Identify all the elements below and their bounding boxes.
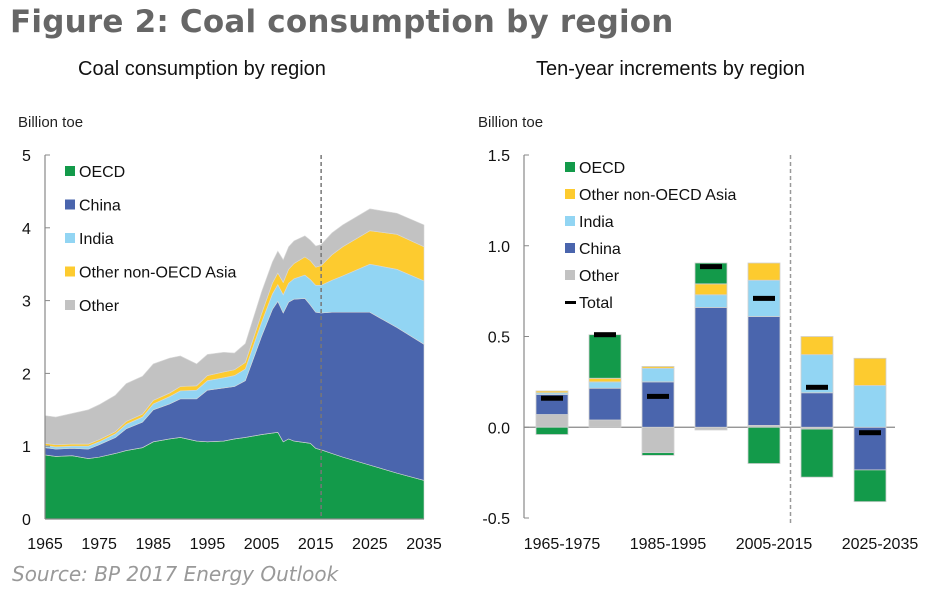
bar-segment-other-non-oecd-asia: [641, 366, 675, 369]
total-marker: [647, 393, 669, 399]
left-y-tick-label: 5: [22, 148, 31, 165]
right-legend-swatch: [565, 301, 576, 304]
bar-segment-india: [694, 294, 728, 308]
left-legend-label: Other: [79, 298, 120, 315]
total-marker: [753, 295, 775, 301]
bar-segment-other: [641, 426, 675, 454]
bar-segment-china: [694, 307, 728, 428]
right-y-tick-label: 0.5: [488, 330, 510, 347]
right-legend-swatch: [565, 162, 575, 172]
source-note: Source: BP 2017 Energy Outlook: [12, 562, 339, 586]
bar-segment-other-non-oecd-asia: [853, 357, 887, 386]
right-x-tick-label: 1965-1975: [524, 536, 601, 553]
left-chart-title: Coal consumption by region: [78, 58, 326, 80]
total-marker: [594, 332, 616, 338]
bar-segment-other-non-oecd-asia: [694, 283, 728, 296]
bar-segment-india: [641, 367, 675, 383]
bar-segment-other: [535, 414, 569, 428]
right-y-axis-unit: Billion toe: [478, 114, 544, 131]
left-legend-label: Other non-OECD Asia: [79, 265, 237, 282]
left-y-tick-label: 3: [22, 294, 31, 311]
left-area-layers: [44, 208, 425, 520]
right-legend-label: Total: [579, 295, 613, 312]
left-legend-swatch: [65, 199, 75, 210]
right-x-tick-label: 1985-1995: [630, 536, 707, 553]
bar-segment-oecd: [800, 428, 834, 478]
area-other: [44, 208, 425, 446]
right-legend-swatch: [565, 243, 575, 253]
left-x-tick-label: 1995: [190, 536, 226, 553]
left-x-tick-label: 1985: [135, 536, 171, 553]
bar-segment-india: [853, 385, 887, 428]
left-x-tick-label: 2015: [298, 536, 334, 553]
left-legend-label: China: [79, 198, 121, 215]
left-y-axis-unit: Billion toe: [18, 114, 84, 131]
left-x-tick-label: 2005: [244, 536, 280, 553]
bar-segment-china: [588, 387, 622, 421]
left-x-tick-label: 1965: [27, 536, 63, 553]
total-marker: [859, 430, 881, 436]
left-y-tick-label: 4: [22, 221, 31, 238]
left-legend-swatch: [65, 266, 75, 277]
right-y-tick-label: 1.5: [488, 148, 510, 165]
right-legend-swatch: [565, 270, 575, 280]
bar-segment-oecd: [641, 452, 675, 456]
bar-segment-other-non-oecd-asia: [747, 262, 781, 281]
right-legend-label: Other: [579, 268, 620, 285]
right-legend-label: India: [579, 214, 614, 231]
right-legend-swatch: [565, 189, 575, 199]
bar-segment-oecd: [853, 469, 887, 503]
total-marker: [806, 384, 828, 390]
bar-segment-china: [800, 392, 834, 428]
left-legend-label: India: [79, 231, 114, 248]
left-x-tick-label: 2035: [406, 536, 442, 553]
left-y-tick-label: 2: [22, 366, 31, 383]
bar-segment-other: [694, 426, 728, 431]
bar-segment-china: [641, 381, 675, 428]
right-y-tick-label: 0.0: [488, 420, 510, 437]
bar-segment-oecd: [747, 426, 781, 464]
left-y-tick-label: 1: [22, 439, 31, 456]
left-legend-label: OECD: [79, 164, 125, 181]
bar-segment-oecd: [588, 334, 622, 379]
bar-segment-other: [588, 419, 622, 428]
left-legend-swatch: [65, 166, 75, 176]
right-y-tick-label: -0.5: [482, 511, 510, 528]
figure-title: Figure 2: Coal consumption by region: [10, 4, 674, 40]
bar-segment-china: [747, 316, 781, 426]
right-x-tick-label: 2025-2035: [842, 536, 919, 553]
total-marker: [541, 395, 563, 401]
total-marker: [700, 264, 722, 270]
left-y-tick-label: 0: [22, 512, 31, 529]
right-legend-label: OECD: [579, 160, 625, 177]
right-legend-label: China: [579, 241, 621, 258]
right-x-tick-label: 2005-2015: [736, 536, 813, 553]
left-legend-swatch: [65, 233, 75, 243]
bar-segment-other-non-oecd-asia: [535, 390, 569, 394]
right-legend-swatch: [565, 216, 575, 226]
bar-segment-oecd: [535, 426, 569, 435]
left-x-tick-label: 2025: [352, 536, 388, 553]
left-legend-swatch: [65, 300, 75, 310]
bar-segment-india: [588, 381, 622, 389]
bar-segment-other-non-oecd-asia: [800, 336, 834, 356]
right-legend-label: Other non-OECD Asia: [579, 187, 737, 204]
right-chart-title: Ten-year increments by region: [536, 58, 806, 80]
right-y-tick-label: 1.0: [488, 239, 510, 256]
bar-segment-other-non-oecd-asia: [588, 377, 622, 383]
left-x-tick-label: 1975: [81, 536, 117, 553]
